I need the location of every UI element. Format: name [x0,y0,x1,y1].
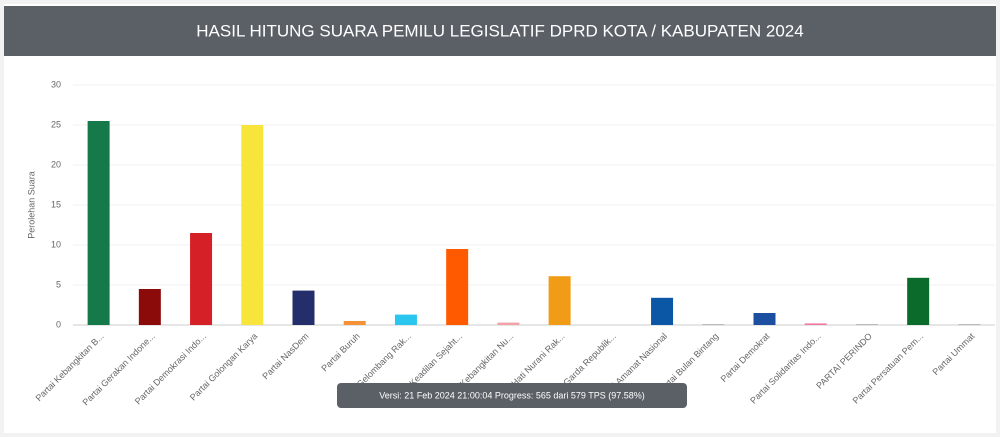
bar [753,313,776,325]
tooltip-box [337,383,687,408]
bar [855,324,878,325]
bar [958,324,981,325]
bar [292,290,315,325]
chart-title: HASIL HITUNG SUARA PEMILU LEGISLATIF DPR… [196,21,803,40]
y-tick-label: 25 [51,119,61,129]
bar [497,322,520,325]
bar [138,289,161,325]
bar [548,276,571,325]
tooltip: Versi: 21 Feb 2024 21:00:04 Progress: 56… [337,383,687,408]
title-bar [4,6,996,56]
bar [651,297,674,325]
bar [241,125,264,325]
panel [4,4,996,433]
bar [343,321,366,325]
y-tick-label: 0 [56,319,61,329]
bar [702,324,725,325]
bar [190,233,213,325]
tooltip-text: Versi: 21 Feb 2024 21:00:04 Progress: 56… [379,390,645,400]
bar [87,121,110,325]
bar [804,323,827,325]
y-tick-label: 10 [51,239,61,249]
bar [446,249,469,325]
y-tick-label: 20 [51,159,61,169]
y-tick-label: 5 [56,279,61,289]
bar [907,277,930,325]
y-tick-label: 30 [51,79,61,89]
y-axis-label: Perolehan Suara [26,171,36,239]
bar [394,314,417,325]
y-tick-label: 15 [51,199,61,209]
